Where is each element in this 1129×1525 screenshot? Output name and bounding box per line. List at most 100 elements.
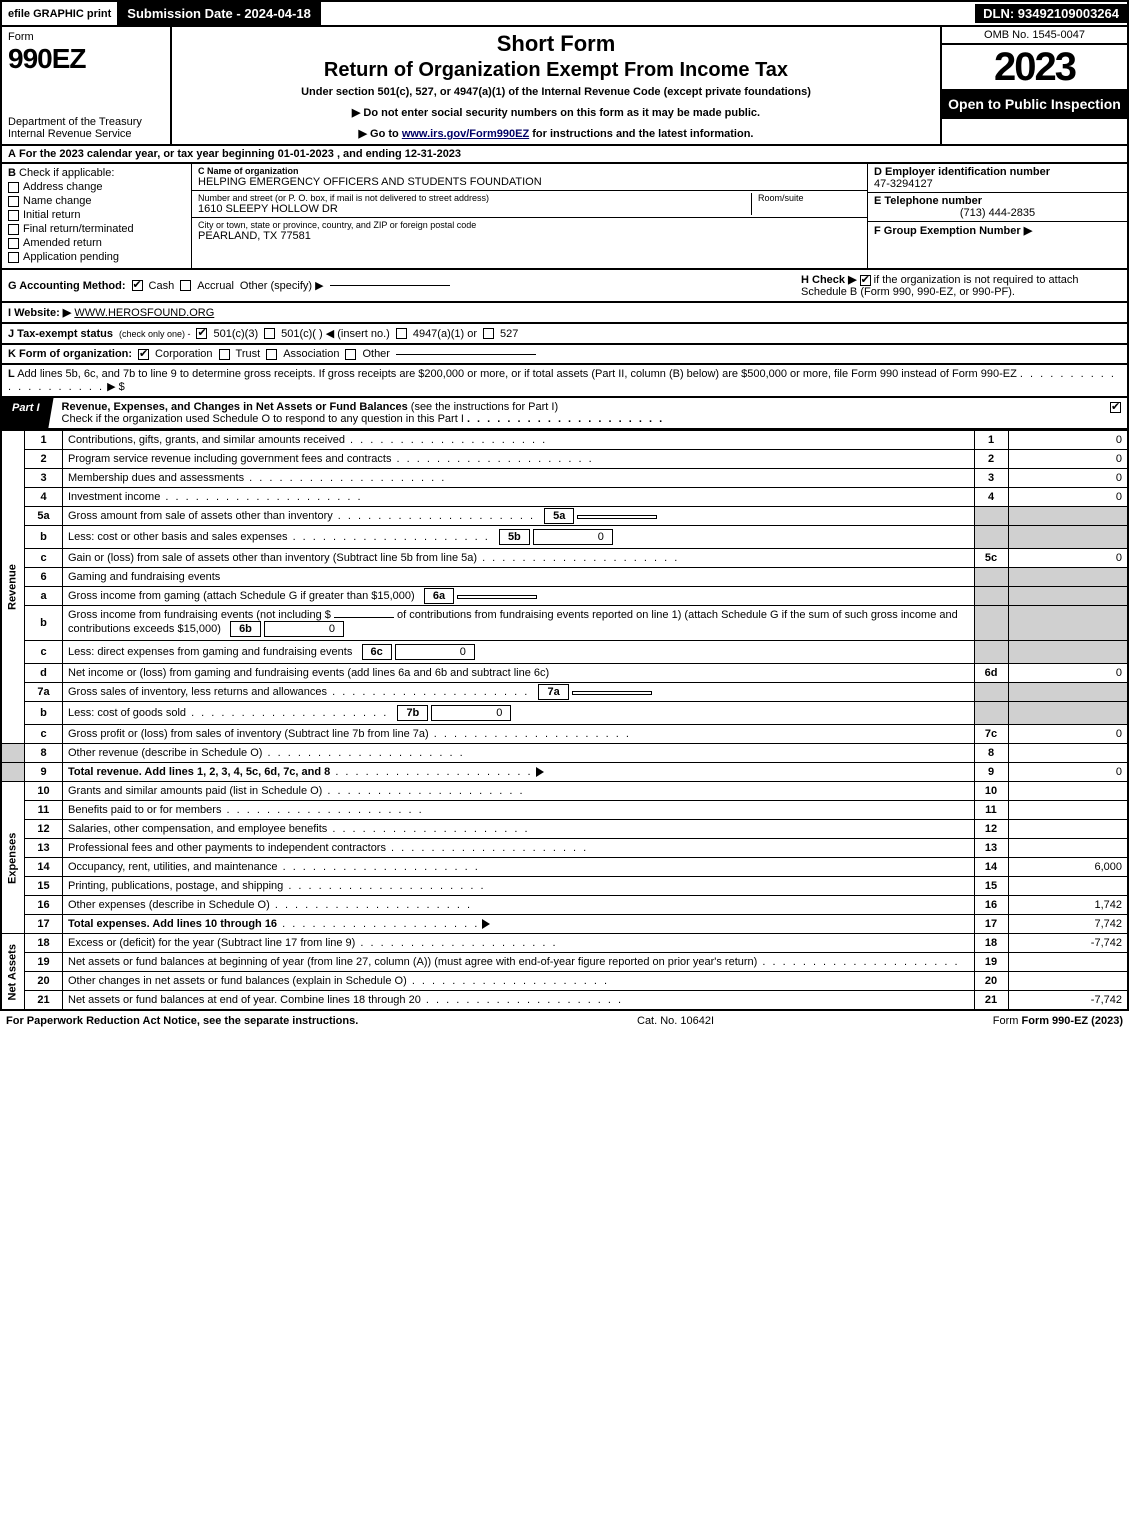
chk-501c[interactable]	[264, 328, 275, 339]
line-val	[1008, 972, 1128, 991]
street-label: Number and street (or P. O. box, if mail…	[198, 193, 751, 203]
line-ref: 3	[974, 469, 1008, 488]
omb-number: OMB No. 1545-0047	[942, 27, 1127, 45]
line-num: 12	[25, 820, 63, 839]
dots	[221, 804, 423, 816]
dots	[421, 994, 623, 1006]
line-num: c	[25, 725, 63, 744]
chk-trust[interactable]	[219, 349, 230, 360]
room-label: Room/suite	[758, 193, 861, 203]
line-ref: 9	[974, 763, 1008, 782]
chk-address-change[interactable]: Address change	[8, 181, 185, 193]
street-row: Number and street (or P. O. box, if mail…	[192, 191, 867, 218]
subline-ref: 7a	[538, 684, 568, 700]
chk-initial-return[interactable]: Initial return	[8, 209, 185, 221]
part1-header: Part I Revenue, Expenses, and Changes in…	[0, 398, 1129, 430]
checkbox-icon[interactable]	[8, 196, 19, 207]
part1-title-text: Revenue, Expenses, and Changes in Net As…	[62, 401, 408, 413]
dots	[278, 861, 480, 873]
line-num: 16	[25, 896, 63, 915]
line-desc: Other changes in net assets or fund bala…	[68, 975, 407, 987]
irs-link[interactable]: www.irs.gov/Form990EZ	[402, 128, 529, 140]
part1-title: Revenue, Expenses, and Changes in Net As…	[54, 398, 1104, 428]
dots	[429, 728, 631, 740]
efile-label[interactable]: efile GRAPHIC print	[2, 6, 117, 22]
line-desc: Total expenses. Add lines 10 through 16	[68, 918, 277, 930]
line-desc: Excess or (deficit) for the year (Subtra…	[68, 937, 355, 949]
chk-cash[interactable]	[132, 280, 143, 291]
shaded-cell	[1008, 568, 1128, 587]
line-val: 0	[1008, 763, 1128, 782]
shaded-cell	[1008, 507, 1128, 526]
subline-ref: 5a	[544, 508, 574, 524]
checkbox-icon[interactable]	[8, 210, 19, 221]
l-label: L	[8, 368, 15, 380]
chk-amended-return[interactable]: Amended return	[8, 237, 185, 249]
dots	[407, 975, 609, 987]
checkbox-icon[interactable]	[8, 238, 19, 249]
table-row: Revenue 1Contributions, gifts, grants, a…	[1, 431, 1128, 450]
website-value[interactable]: WWW.HEROSFOUND.ORG	[74, 307, 214, 319]
footer: For Paperwork Reduction Act Notice, see …	[0, 1011, 1129, 1031]
i-label: I Website: ▶	[8, 307, 71, 319]
group-exemption-cell: F Group Exemption Number ▶	[868, 222, 1127, 268]
header-right: OMB No. 1545-0047 2023 Open to Public In…	[942, 27, 1127, 144]
line-val: -7,742	[1008, 934, 1128, 953]
city-row: City or town, state or province, country…	[192, 218, 867, 244]
subline-ref: 6b	[230, 621, 261, 637]
footer-right-text: Form 990-EZ (2023)	[1022, 1015, 1123, 1027]
other-label: Other (specify) ▶	[240, 279, 324, 292]
dots	[330, 766, 532, 778]
table-row: 14Occupancy, rent, utilities, and mainte…	[1, 858, 1128, 877]
chk-501c3[interactable]	[196, 328, 207, 339]
shaded-cell	[974, 683, 1008, 702]
org-name-row: C Name of organization HELPING EMERGENCY…	[192, 164, 867, 191]
chk-schedule-b[interactable]	[860, 275, 871, 286]
chk-final-return[interactable]: Final return/terminated	[8, 223, 185, 235]
chk-527[interactable]	[483, 328, 494, 339]
header-mid: Short Form Return of Organization Exempt…	[172, 27, 942, 144]
shaded-cell	[1, 763, 25, 782]
subline-val: 0	[264, 621, 344, 637]
chk-name-change[interactable]: Name change	[8, 195, 185, 207]
chk-association[interactable]	[266, 349, 277, 360]
checkbox-icon[interactable]	[8, 252, 19, 263]
subline-ref: 5b	[499, 529, 530, 545]
line-num: d	[25, 664, 63, 683]
chk-application-pending[interactable]: Application pending	[8, 251, 185, 263]
other-input[interactable]	[330, 285, 450, 286]
part1-sub: Check if the organization used Schedule …	[62, 413, 464, 425]
line-desc: Contributions, gifts, grants, and simila…	[68, 434, 345, 446]
revenue-sidebar: Revenue	[1, 431, 25, 744]
col-b-intro: Check if applicable:	[19, 167, 114, 179]
line-val: -7,742	[1008, 991, 1128, 1011]
table-row: cGain or (loss) from sale of assets othe…	[1, 549, 1128, 568]
row-i: I Website: ▶ WWW.HEROSFOUND.ORG	[0, 303, 1129, 324]
line-ref: 12	[974, 820, 1008, 839]
chk-label: Name change	[23, 195, 92, 207]
checkbox-icon[interactable]	[8, 182, 19, 193]
chk-accrual[interactable]	[180, 280, 191, 291]
table-row: 6Gaming and fundraising events	[1, 568, 1128, 587]
subline-val	[577, 515, 657, 519]
line-val	[1008, 877, 1128, 896]
chk-other-org[interactable]	[345, 349, 356, 360]
chk-corporation[interactable]	[138, 349, 149, 360]
chk-4947[interactable]	[396, 328, 407, 339]
row-g-h: G Accounting Method: Cash Accrual Other …	[0, 270, 1129, 303]
l-text: Add lines 5b, 6c, and 7b to line 9 to de…	[17, 368, 1017, 380]
table-row: 20Other changes in net assets or fund ba…	[1, 972, 1128, 991]
form-number: 990EZ	[8, 43, 164, 75]
opt-527: 527	[500, 328, 518, 340]
chk-schedule-o[interactable]	[1110, 402, 1121, 413]
checkbox-icon[interactable]	[8, 224, 19, 235]
line-ref: 19	[974, 953, 1008, 972]
line-val: 0	[1008, 549, 1128, 568]
netassets-sidebar: Net Assets	[1, 934, 25, 1011]
other-org-input[interactable]	[396, 354, 536, 355]
table-row: 21Net assets or fund balances at end of …	[1, 991, 1128, 1011]
part1-note: (see the instructions for Part I)	[411, 401, 558, 413]
line-num: 9	[25, 763, 63, 782]
opt-assoc: Association	[283, 348, 339, 360]
blank-input[interactable]	[334, 617, 394, 618]
